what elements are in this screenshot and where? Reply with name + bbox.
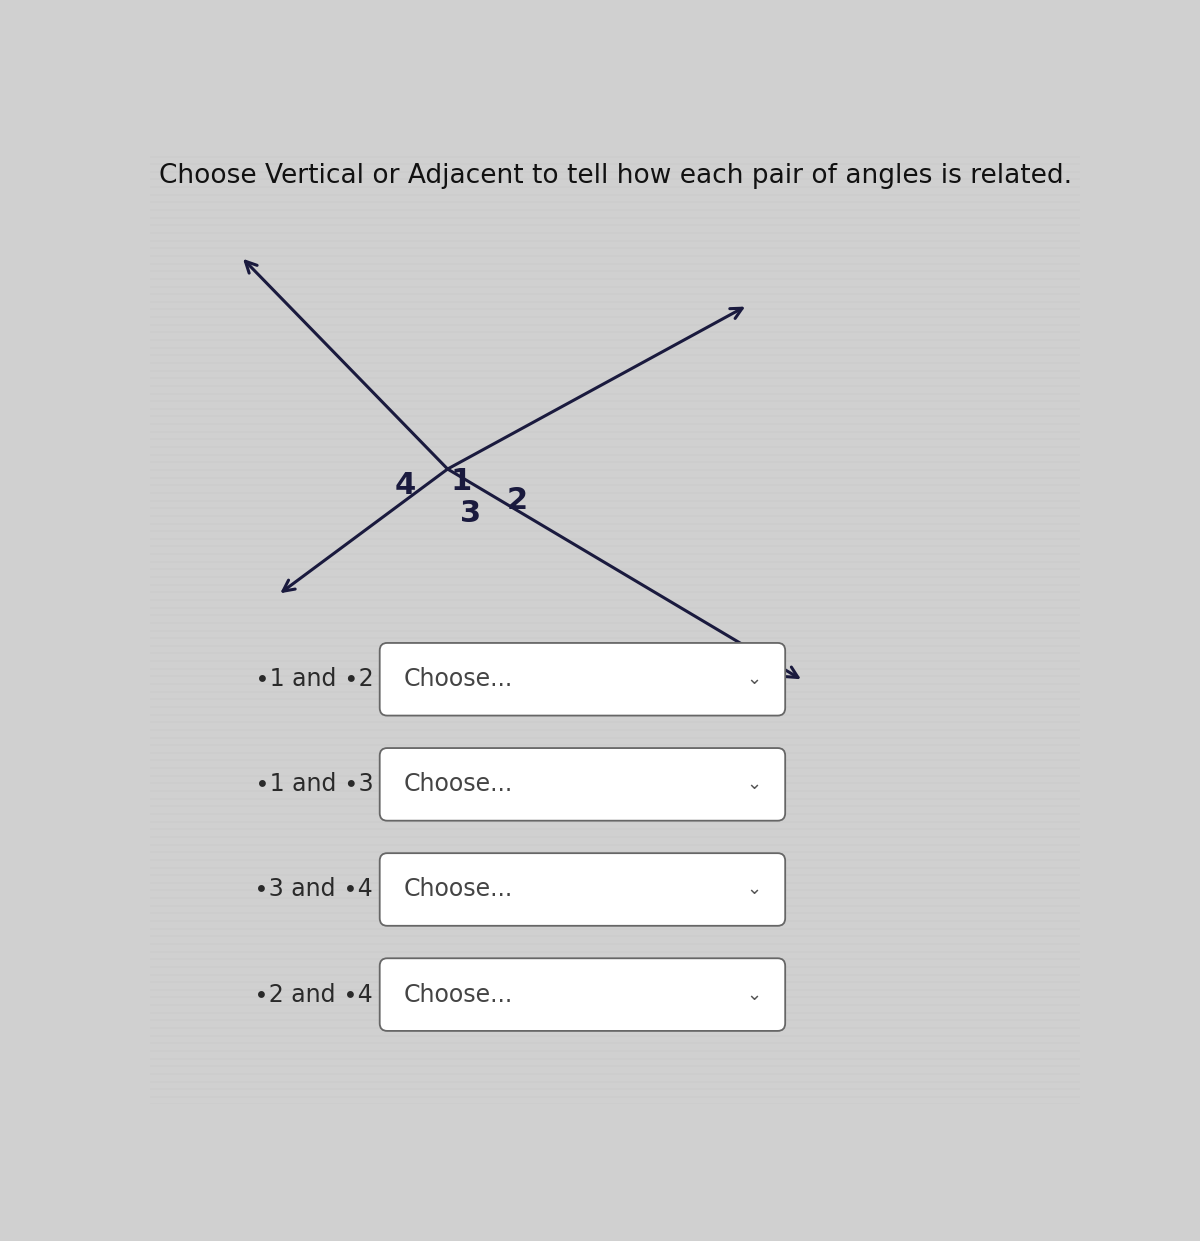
Text: Choose...: Choose...: [404, 877, 514, 901]
Text: 4: 4: [395, 470, 416, 500]
Text: ∙2 and ∙4: ∙2 and ∙4: [254, 983, 373, 1006]
FancyBboxPatch shape: [379, 853, 785, 926]
Text: ∙1 and ∙3: ∙1 and ∙3: [254, 772, 373, 797]
Text: Choose...: Choose...: [404, 668, 514, 691]
Text: Choose...: Choose...: [404, 772, 514, 797]
Text: ⌄: ⌄: [746, 670, 761, 689]
Text: 3: 3: [461, 499, 481, 529]
Text: ⌄: ⌄: [746, 880, 761, 898]
FancyBboxPatch shape: [379, 958, 785, 1031]
Text: Choose Vertical or Adjacent to tell how each pair of angles is related.: Choose Vertical or Adjacent to tell how …: [160, 164, 1073, 190]
FancyBboxPatch shape: [379, 643, 785, 716]
Text: ⌄: ⌄: [746, 985, 761, 1004]
Text: ∙1 and ∙2: ∙1 and ∙2: [254, 668, 373, 691]
Text: 2: 2: [506, 486, 528, 515]
Text: ⌄: ⌄: [746, 776, 761, 793]
Text: ∙3 and ∙4: ∙3 and ∙4: [254, 877, 373, 901]
FancyBboxPatch shape: [379, 748, 785, 820]
Text: Choose...: Choose...: [404, 983, 514, 1006]
Text: 1: 1: [451, 467, 472, 496]
